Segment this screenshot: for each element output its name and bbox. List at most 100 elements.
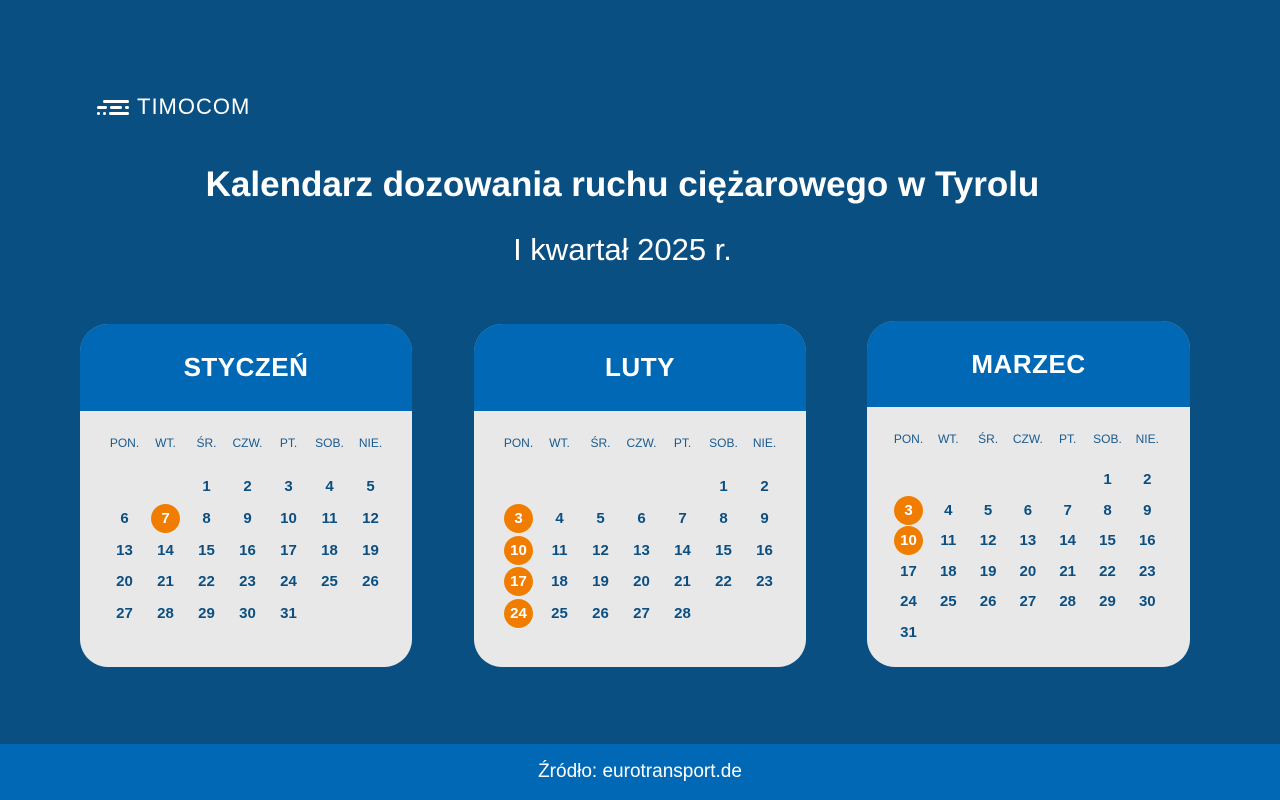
day-cell: 17 bbox=[900, 562, 917, 580]
day-cell: 1 bbox=[202, 478, 211, 495]
day-cell: 28 bbox=[674, 605, 691, 623]
day-cell: 9 bbox=[243, 509, 252, 527]
day-cell: 27 bbox=[633, 605, 650, 623]
day-cell: 22 bbox=[1099, 562, 1116, 580]
month-name: STYCZEŃ bbox=[80, 324, 412, 411]
day-cell-restricted: 7 bbox=[145, 503, 186, 533]
day-cell: 21 bbox=[674, 573, 691, 591]
day-cell: 8 bbox=[719, 509, 728, 527]
weekday-label: PT. bbox=[279, 436, 298, 450]
timocom-logo: TIMOCOM bbox=[97, 94, 250, 120]
day-cell: 4 bbox=[325, 478, 334, 495]
day-cell: 28 bbox=[1059, 593, 1077, 611]
day-cell: 13 bbox=[116, 541, 133, 559]
day-cell: 19 bbox=[979, 562, 997, 580]
weekday-label: NIE. bbox=[358, 436, 383, 450]
page-subtitle: I kwartał 2025 r. bbox=[513, 232, 732, 267]
weekday-label: NIE. bbox=[752, 436, 777, 450]
day-cell: 5 bbox=[983, 501, 993, 519]
day-cell: 24 bbox=[280, 573, 297, 591]
source-text: Źródło: eurotransport.de bbox=[538, 761, 742, 782]
weekday-label: WT. bbox=[155, 436, 176, 450]
day-cell: 19 bbox=[362, 541, 379, 559]
day-cell: 6 bbox=[1023, 501, 1033, 519]
day-cell: 7 bbox=[678, 509, 687, 527]
day-cell: 26 bbox=[979, 593, 997, 611]
weekday-label: PON. bbox=[109, 436, 140, 450]
weekday-label: NIE. bbox=[1135, 432, 1159, 446]
day-cell: 15 bbox=[715, 541, 732, 559]
day-cell: 25 bbox=[551, 605, 568, 623]
weekday-label: CZW. bbox=[626, 436, 657, 450]
day-cell: 29 bbox=[1099, 593, 1116, 611]
day-cell: 11 bbox=[940, 532, 957, 550]
day-cell: 30 bbox=[239, 605, 256, 623]
day-cell: 23 bbox=[1138, 562, 1156, 580]
day-cell: 9 bbox=[1143, 501, 1152, 519]
day-cell: 24 bbox=[900, 593, 917, 611]
day-cell: 14 bbox=[1059, 532, 1077, 550]
day-cell: 8 bbox=[1103, 501, 1112, 519]
day-cell: 31 bbox=[280, 605, 297, 623]
day-cell: 27 bbox=[116, 605, 133, 623]
day-cell-restricted: 3 bbox=[498, 503, 539, 533]
day-cell: 19 bbox=[592, 573, 609, 591]
day-cell: 2 bbox=[1143, 471, 1152, 488]
page-title: Kalendarz dozowania ruchu ciężarowego w … bbox=[205, 165, 1040, 204]
weekday-label: WT. bbox=[549, 436, 570, 450]
day-cell: 3 bbox=[284, 478, 293, 495]
day-cell: 22 bbox=[715, 573, 732, 591]
month-name: MARZEC bbox=[867, 321, 1190, 407]
day-cell: 20 bbox=[1019, 562, 1037, 580]
weekday-label: ŚR. bbox=[978, 432, 999, 446]
day-cell-restricted: 10 bbox=[498, 535, 539, 565]
day-cell: 22 bbox=[198, 573, 215, 591]
day-cell: 17 bbox=[280, 541, 297, 559]
day-cell-restricted: 10 bbox=[888, 526, 929, 556]
day-cell: 8 bbox=[202, 509, 211, 527]
day-cell: 21 bbox=[1059, 562, 1077, 580]
day-cell: 16 bbox=[756, 541, 773, 559]
day-cell: 2 bbox=[760, 478, 769, 495]
day-cell: 16 bbox=[1138, 532, 1156, 550]
day-cell: 18 bbox=[939, 562, 957, 580]
day-cell: 5 bbox=[596, 509, 605, 527]
brand-name: TIMOCOM bbox=[137, 94, 251, 119]
weekday-label: PON. bbox=[893, 432, 924, 446]
weekday-label: SOB. bbox=[1093, 432, 1122, 446]
month-name: LUTY bbox=[474, 324, 806, 411]
day-cell: 26 bbox=[362, 573, 379, 591]
day-cell: 27 bbox=[1019, 593, 1037, 611]
day-cell: 15 bbox=[1099, 532, 1116, 550]
day-cell: 28 bbox=[157, 605, 174, 623]
day-cell: 25 bbox=[321, 573, 338, 591]
day-cell: 30 bbox=[1138, 593, 1156, 611]
day-cell: 12 bbox=[362, 509, 379, 527]
day-cell: 13 bbox=[633, 541, 650, 559]
day-cell: 15 bbox=[198, 541, 215, 559]
weekday-label: ŚR. bbox=[590, 436, 611, 450]
day-cell: 14 bbox=[674, 541, 691, 559]
day-cell: 12 bbox=[979, 532, 997, 550]
day-cell: 23 bbox=[239, 573, 256, 591]
day-cell: 18 bbox=[551, 573, 568, 591]
day-cell: 4 bbox=[944, 501, 953, 519]
day-cell: 11 bbox=[321, 509, 338, 527]
weekday-label: CZW. bbox=[1012, 432, 1043, 446]
month-card-luty: LUTY PON. WT. ŚR. CZW. PT. SOB. NIE. 1 2 3 4 5 6 7 8 9 10… bbox=[474, 324, 806, 667]
day-cell: 6 bbox=[637, 509, 646, 527]
month-card-styczeń: STYCZEŃ PON. WT. ŚR. CZW. PT. SOB. NIE. 1 2 3 4 5 6 7 8… bbox=[80, 324, 412, 667]
day-cell: 2 bbox=[243, 478, 252, 495]
day-cell: 20 bbox=[116, 573, 133, 591]
source-footer: Źródło: eurotransport.de bbox=[0, 744, 1280, 800]
weekday-label: WT. bbox=[937, 432, 959, 446]
day-cell: 1 bbox=[1103, 471, 1112, 488]
day-cell: 9 bbox=[760, 509, 769, 527]
weekday-label: PT. bbox=[1059, 432, 1077, 446]
day-cell: 25 bbox=[939, 593, 957, 611]
day-cell: 12 bbox=[592, 541, 609, 559]
day-cell: 11 bbox=[551, 541, 568, 559]
day-cell: 5 bbox=[366, 478, 375, 495]
day-cell: 26 bbox=[592, 605, 609, 623]
day-cell: 1 bbox=[719, 478, 728, 495]
